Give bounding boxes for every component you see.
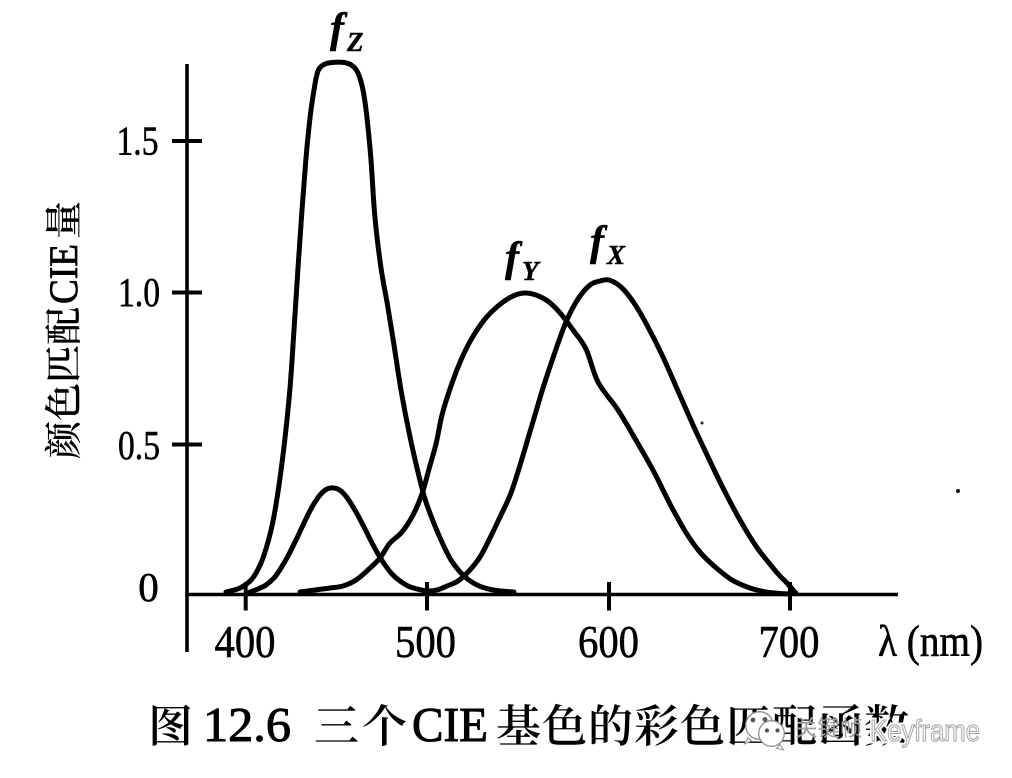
svg-text:f: f xyxy=(505,235,523,281)
svg-text:X: X xyxy=(606,240,626,270)
svg-text:Y: Y xyxy=(522,256,541,286)
svg-text:0: 0 xyxy=(138,564,159,610)
svg-text:CIE: CIE xyxy=(41,244,86,304)
svg-text:600: 600 xyxy=(578,617,639,667)
svg-text:500: 500 xyxy=(395,617,456,667)
svg-text:0.5: 0.5 xyxy=(118,422,160,468)
svg-text:CIE: CIE xyxy=(412,697,488,752)
svg-text:400: 400 xyxy=(215,617,276,667)
svg-text:f: f xyxy=(590,219,608,265)
svg-text:700: 700 xyxy=(759,617,820,667)
svg-text:12.6: 12.6 xyxy=(203,697,291,752)
svg-text:λ (nm): λ (nm) xyxy=(878,617,983,666)
svg-text:Keyframe: Keyframe xyxy=(870,713,980,748)
svg-text:Z: Z xyxy=(346,27,364,57)
svg-text:Keyframe: Keyframe xyxy=(870,713,980,748)
svg-text:f: f xyxy=(330,6,348,52)
svg-text:1.0: 1.0 xyxy=(118,269,160,315)
svg-text:1.5: 1.5 xyxy=(117,118,159,164)
